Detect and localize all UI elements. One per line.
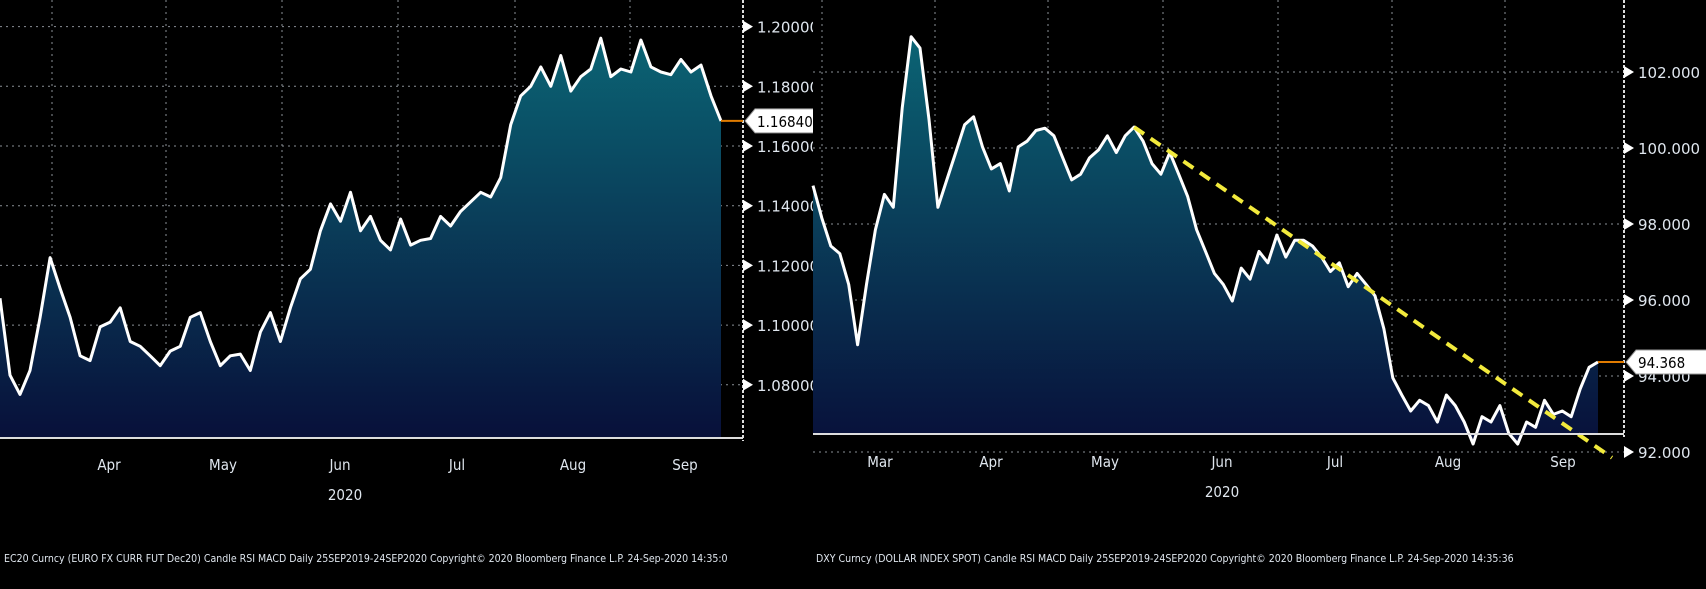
last-value-label: 94.368 bbox=[1638, 354, 1685, 372]
last-value-tag bbox=[1625, 349, 1706, 375]
price-line bbox=[0, 36, 723, 396]
y-tick-label: 98.000 bbox=[1638, 216, 1691, 234]
eur-futures-chart: 1.20000 1.18000 1.16000 1.14000 1.12000 1.100… bbox=[0, 0, 819, 565]
x-month-label: Jun bbox=[328, 456, 350, 474]
y-tick-label: 1.08000 bbox=[757, 377, 819, 395]
y-tick-label: 102.000 bbox=[1638, 64, 1700, 82]
x-month-label: Apr bbox=[97, 456, 121, 474]
x-month-label: Jul bbox=[1326, 453, 1343, 471]
chart-footer: EC20 Curncy (EURO FX CURR FUT Dec20) Can… bbox=[4, 553, 728, 565]
tick-marker-icon bbox=[1624, 218, 1634, 230]
dollar-index-chart: 102.000100.00098.00096.00094.00092.00094… bbox=[811, 0, 1706, 565]
x-month-label: Aug bbox=[1435, 453, 1461, 471]
y-tick-label: 100.000 bbox=[1638, 140, 1700, 158]
y-tick-label: 1.12000 bbox=[757, 257, 819, 275]
last-value-tag bbox=[744, 108, 813, 134]
tick-marker-icon bbox=[743, 140, 753, 152]
tick-marker-icon bbox=[743, 20, 753, 33]
y-tick-label: 1.16000 bbox=[757, 138, 819, 156]
tick-marker-icon bbox=[1624, 66, 1634, 78]
y-tick-labels: 102.000100.00098.00096.00094.00092.00094… bbox=[1625, 64, 1706, 462]
x-year-label: 2020 bbox=[328, 486, 362, 504]
y-tick-label: 1.10000 bbox=[757, 317, 819, 335]
x-month-label: Apr bbox=[979, 453, 1003, 471]
trendline bbox=[1132, 125, 1614, 460]
area-fill bbox=[813, 36, 1598, 444]
y-tick-label: 96.000 bbox=[1638, 292, 1691, 310]
chart-footer: DXY Curncy (DOLLAR INDEX SPOT) Candle RS… bbox=[816, 553, 1514, 565]
x-year-label: 2020 bbox=[1205, 483, 1239, 501]
tick-marker-icon bbox=[743, 319, 753, 332]
price-line bbox=[811, 35, 1599, 446]
tick-marker-icon bbox=[1624, 370, 1634, 382]
tick-marker-icon bbox=[743, 259, 753, 272]
x-month-label: Sep bbox=[672, 456, 697, 474]
area-fill bbox=[0, 38, 721, 437]
x-month-label: May bbox=[209, 456, 237, 474]
x-month-label: Jun bbox=[1210, 453, 1232, 471]
tick-marker-icon bbox=[743, 80, 753, 93]
x-month-label: May bbox=[1091, 453, 1119, 471]
tick-marker-icon bbox=[1624, 142, 1634, 154]
tick-marker-icon bbox=[743, 199, 753, 212]
y-tick-label: 1.14000 bbox=[757, 198, 819, 216]
tick-marker-icon bbox=[1624, 446, 1634, 458]
last-value-label: 1.16840 bbox=[757, 113, 813, 131]
x-month-label: Jul bbox=[448, 456, 465, 474]
y-tick-label: 1.20000 bbox=[757, 19, 819, 37]
tick-marker-icon bbox=[743, 378, 753, 391]
tick-marker-icon bbox=[1624, 294, 1634, 306]
y-tick-label: 1.18000 bbox=[757, 78, 819, 96]
y-tick-labels: 1.20000 1.18000 1.16000 1.14000 1.12000 1.100… bbox=[744, 19, 819, 395]
x-month-label: Mar bbox=[867, 453, 893, 471]
x-month-label: Aug bbox=[560, 456, 586, 474]
x-month-label: Sep bbox=[1550, 453, 1575, 471]
y-tick-label: 92.000 bbox=[1638, 444, 1691, 462]
